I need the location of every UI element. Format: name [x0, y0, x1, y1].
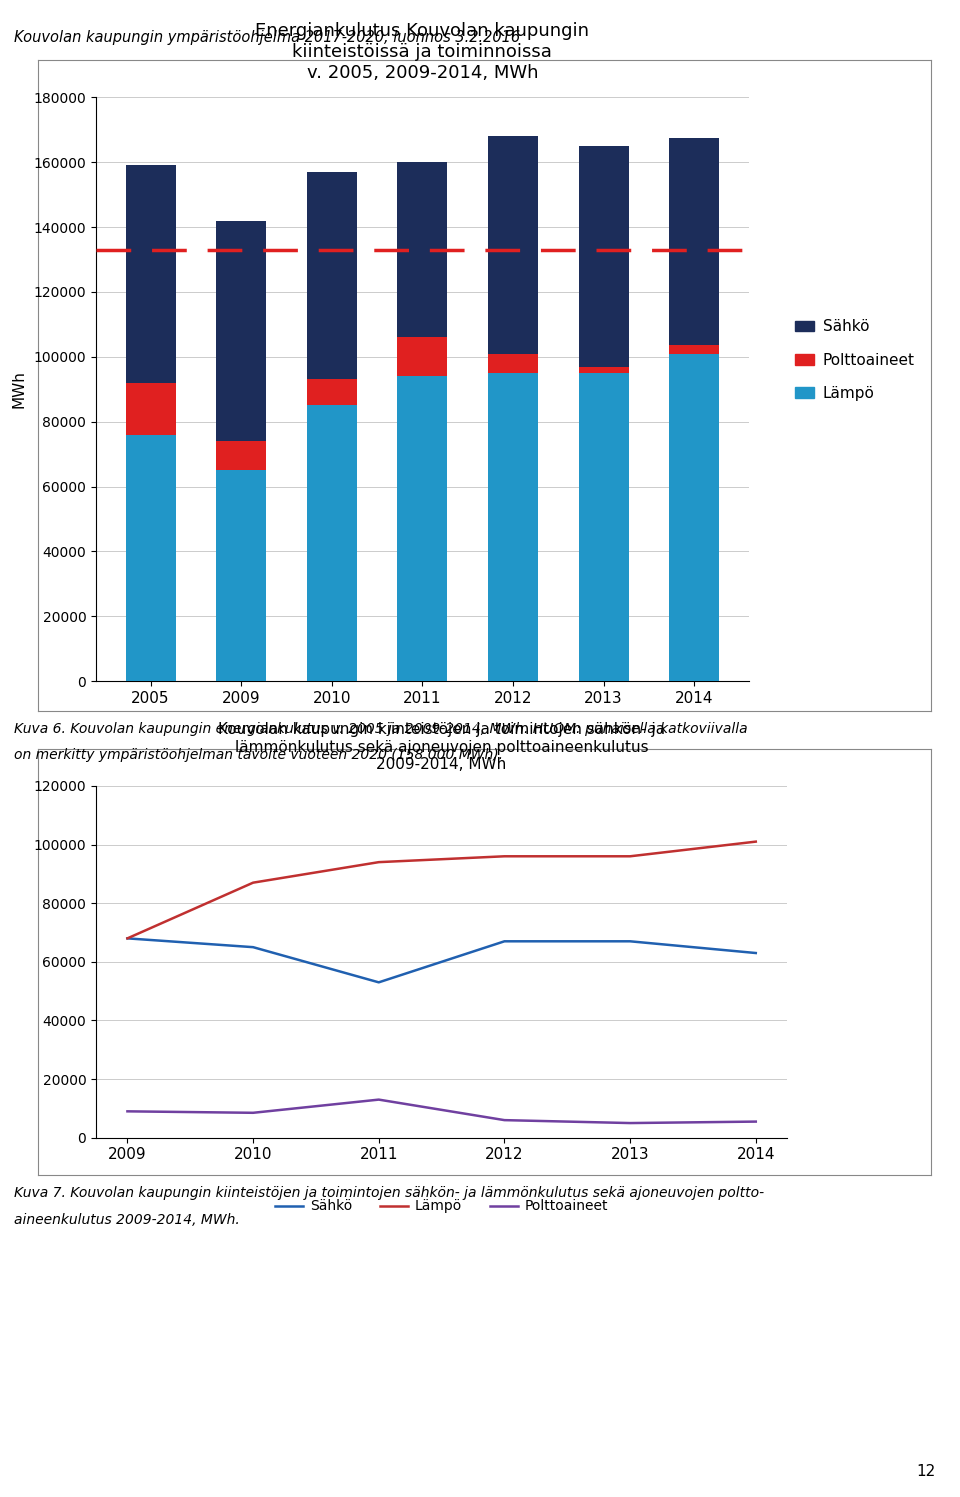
Polttoaineet	[122, 1102, 133, 1120]
Title: Kouvolan kaupungin kiinteistöjen ja toimintojen sähkön- ja
lämmönkulutus sekä aj: Kouvolan kaupungin kiinteistöjen ja toim…	[218, 723, 665, 772]
Lämpö	[624, 847, 636, 865]
Bar	[216, 470, 266, 681]
Line: Polttoaineet: Polttoaineet	[128, 1100, 756, 1123]
Y-axis label: MWh: MWh	[12, 370, 27, 409]
Bar	[216, 220, 266, 442]
Text: Kouvolan kaupungin ympäristöohjelma 2017-2020, luonnos 3.2.2016: Kouvolan kaupungin ympäristöohjelma 2017…	[14, 30, 520, 45]
Lämpö	[248, 874, 259, 892]
Lämpö	[498, 847, 510, 865]
Bar	[669, 353, 719, 681]
Bar	[488, 136, 538, 353]
Bar	[669, 346, 719, 353]
Sähkö	[373, 973, 385, 991]
Bar	[579, 145, 629, 367]
Polttoaineet	[624, 1114, 636, 1132]
Text: Kuva 6. Kouvolan kaupungin energiankulutus v. 2005 ja 2009-2014, MWh. HUOM: puna: Kuva 6. Kouvolan kaupungin energiankulut…	[14, 722, 748, 735]
Bar	[397, 376, 447, 681]
Sähkö	[122, 930, 133, 948]
Polttoaineet	[498, 1111, 510, 1129]
Lämpö	[373, 853, 385, 871]
Text: on merkitty ympäristöohjelman tavoite vuoteen 2020 (158 000 MWh).: on merkitty ympäristöohjelman tavoite vu…	[14, 748, 503, 762]
Bar	[216, 442, 266, 470]
Bar	[397, 337, 447, 376]
Bar	[397, 162, 447, 337]
Title: Energiankulutus Kouvolan kaupungin
kiinteistöissä ja toiminnoissa
v. 2005, 2009-: Energiankulutus Kouvolan kaupungin kiint…	[255, 22, 589, 82]
Polttoaineet	[373, 1091, 385, 1109]
Bar	[488, 373, 538, 681]
Text: 12: 12	[917, 1464, 936, 1479]
Bar	[669, 138, 719, 346]
Legend: Sähkö, Polttoaineet, Lämpö: Sähkö, Polttoaineet, Lämpö	[789, 313, 921, 407]
Polttoaineet	[750, 1112, 761, 1130]
Bar	[126, 383, 176, 434]
Bar	[307, 172, 357, 379]
Polttoaineet	[248, 1103, 259, 1121]
Bar	[126, 165, 176, 383]
Bar	[126, 434, 176, 681]
Sähkö	[624, 933, 636, 951]
Sähkö	[248, 939, 259, 957]
Text: aineenkulutus 2009-2014, MWh.: aineenkulutus 2009-2014, MWh.	[14, 1213, 240, 1226]
Bar	[307, 406, 357, 681]
Bar	[579, 367, 629, 373]
Lämpö	[122, 930, 133, 948]
Bar	[579, 373, 629, 681]
Lämpö	[750, 832, 761, 850]
Text: Kuva 7. Kouvolan kaupungin kiinteistöjen ja toimintojen sähkön- ja lämmönkulutus: Kuva 7. Kouvolan kaupungin kiinteistöjen…	[14, 1186, 764, 1199]
Sähkö	[498, 933, 510, 951]
Sähkö	[750, 945, 761, 963]
Bar	[307, 379, 357, 406]
Bar	[488, 353, 538, 373]
Line: Lämpö: Lämpö	[128, 841, 756, 939]
Line: Sähkö: Sähkö	[128, 939, 756, 982]
Legend: Sähkö, Lämpö, Polttoaineet: Sähkö, Lämpö, Polttoaineet	[270, 1195, 613, 1219]
